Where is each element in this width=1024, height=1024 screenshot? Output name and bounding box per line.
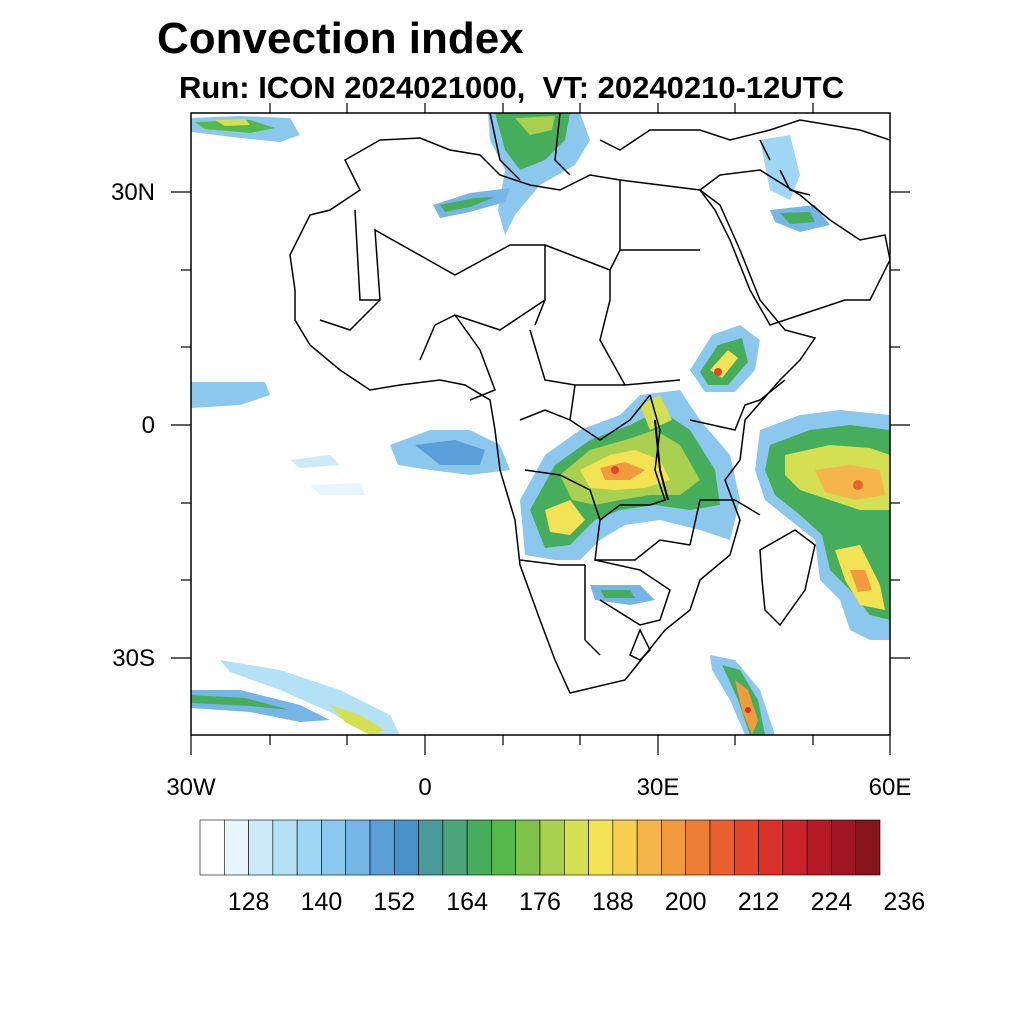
madagascar-coast bbox=[759, 529, 816, 627]
colorbar-label: 176 bbox=[519, 888, 561, 916]
africa-coast bbox=[289, 137, 817, 694]
x-label-30w: 30W bbox=[166, 774, 216, 801]
x-label-60e: 60E bbox=[868, 774, 912, 801]
x-label-30e: 30E bbox=[636, 774, 680, 801]
y-label-0: 0 bbox=[141, 412, 155, 439]
colorbar-label: 152 bbox=[373, 888, 416, 916]
coastlines bbox=[289, 113, 890, 694]
colorbar-label: 140 bbox=[300, 888, 343, 916]
colorbar-label: 236 bbox=[883, 888, 926, 916]
arabia-coast bbox=[698, 169, 890, 326]
map-frame bbox=[190, 112, 891, 736]
colorbar-label: 164 bbox=[446, 888, 488, 916]
convection-field bbox=[191, 113, 890, 735]
colorbar-label: 224 bbox=[810, 888, 853, 916]
map-title: Convection index bbox=[157, 14, 524, 63]
colorbar-label: 200 bbox=[664, 888, 707, 916]
axis-ticks bbox=[171, 103, 910, 755]
colorbar-label: 188 bbox=[591, 888, 634, 916]
y-label-30s: 30S bbox=[112, 645, 155, 672]
map-subtitle: Run: ICON 2024021000, VT: 20240210-12UTC bbox=[179, 70, 845, 105]
y-label-30n: 30N bbox=[110, 179, 155, 206]
x-label-0: 0 bbox=[418, 774, 432, 801]
colorbar-label: 212 bbox=[737, 888, 780, 916]
colorbar-label: 128 bbox=[227, 888, 270, 916]
